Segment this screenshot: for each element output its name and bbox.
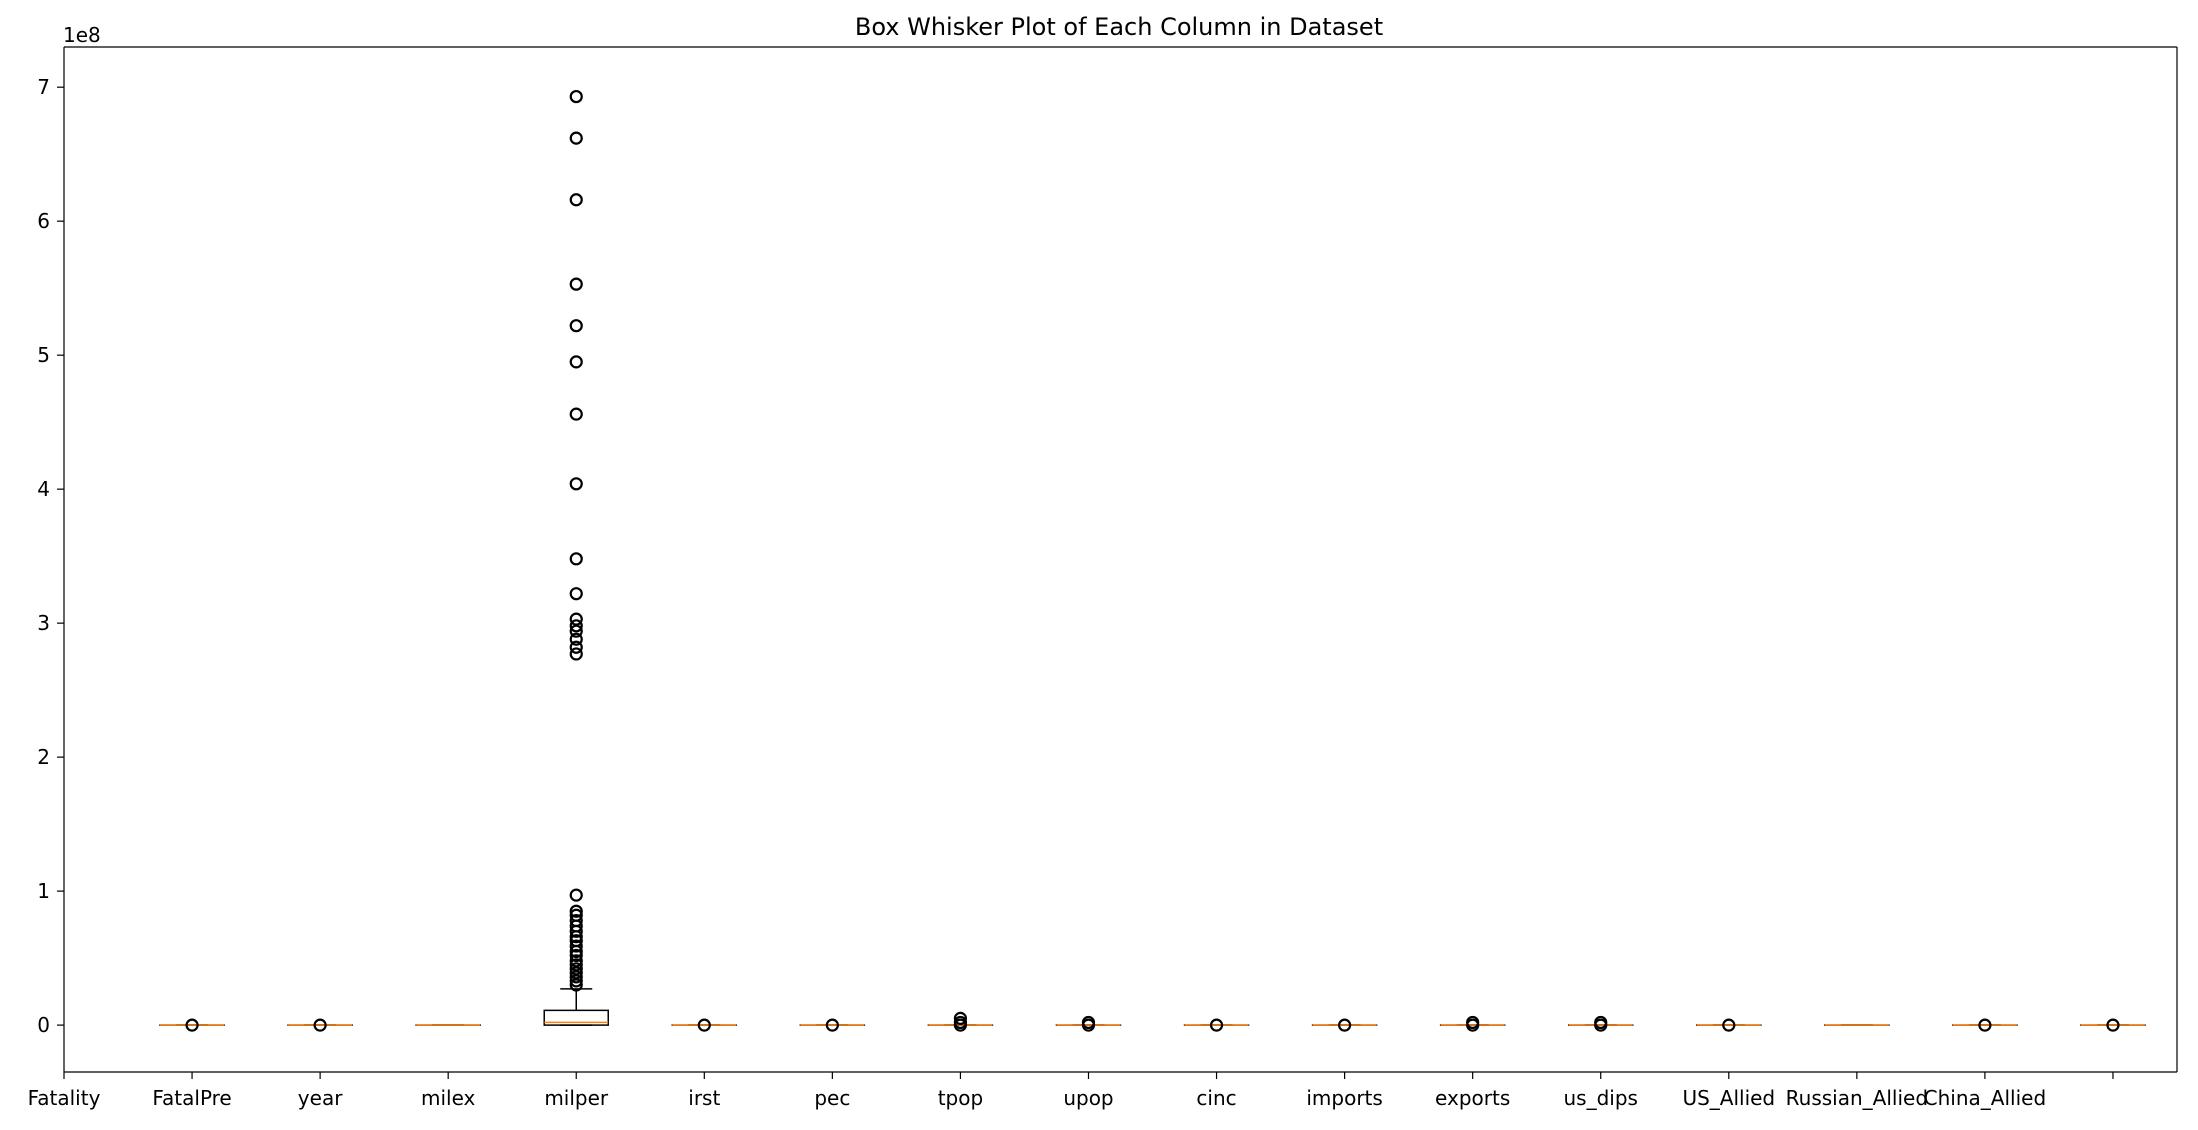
x-tick-label: Russian_Allied [1786,1086,1928,1110]
flier-point [825,1018,839,1032]
x-tick-label: milper [544,1086,609,1110]
x-tick-label: upop [1063,1086,1113,1110]
x-tick-label: irst [688,1086,720,1110]
flier-point [569,277,583,291]
box-group-us_allied [1696,1018,1762,1032]
x-tick-label: cinc [1196,1086,1236,1110]
box-group-tpop [927,1011,994,1032]
box-group-fatalpre [159,1018,225,1032]
flier-point [569,978,583,992]
flier-point [569,193,583,207]
box-group-cinc [1183,1018,1250,1032]
axes: 0 1 2 3 4 5 6 7 Fatality FatalPre year milex milper i… [28,46,2178,1110]
flier-point [1081,1015,1096,1030]
flier-point [569,974,583,988]
y-tick-label: 1 [37,879,50,903]
flier-point [569,407,583,421]
box-group-us_dips [1567,1015,1634,1032]
flier-point [569,624,583,638]
x-tick-label: us_dips [1563,1086,1637,1110]
flier-point [1978,1018,1992,1032]
flier-point [569,319,583,333]
chart-title: Box Whisker Plot of Each Column in Datas… [855,13,1383,41]
box-group-upop [1055,1015,1122,1032]
x-tick-label: milex [421,1086,476,1110]
y-tick-label: 4 [37,477,50,501]
y-tick-label: 0 [37,1013,50,1037]
y-axis-offset-label: 1e8 [63,23,101,47]
flier-point [1466,1015,1480,1030]
flier-point [697,1018,711,1032]
x-tick-label: China_Allied [1924,1086,2046,1110]
x-tick-label: exports [1435,1086,1510,1110]
y-tick-label: 7 [37,75,50,99]
y-tick-label: 5 [37,343,50,367]
flier-point [1209,1018,1224,1032]
flier-point [569,944,583,959]
flier-point [569,552,583,566]
flier-point [569,930,583,944]
flier-point [569,640,583,654]
flier-point [1338,1018,1352,1032]
box-group-irst [671,1018,738,1032]
x-tick-label: pec [814,1086,850,1110]
flier-point [569,948,583,963]
y-tick-label: 6 [37,209,50,233]
flier-point [569,355,583,369]
flier-point [569,619,583,633]
x-tick-label: year [298,1086,343,1110]
x-tick-label: imports [1306,1086,1382,1110]
flier-point [953,1015,968,1030]
flier-point [2106,1018,2120,1032]
flier-point [569,131,583,145]
flier-point [953,1011,968,1026]
box-group-pec [799,1018,866,1032]
flier-point [185,1018,199,1032]
flier-point [1722,1018,1736,1032]
x-tick-label: Fatality [28,1086,101,1110]
box-group-unnamed-15 [2080,1018,2146,1032]
flier-point [569,89,583,104]
y-tick-label: 2 [37,745,50,769]
flier-point [569,647,583,661]
flier-point [313,1018,327,1032]
box-group-china_allied [1952,1018,2018,1032]
flier-point [569,477,583,491]
y-tick-label: 3 [37,611,50,635]
flier-point [569,924,583,938]
flier-point [1594,1015,1608,1030]
flier-point [569,587,583,601]
box-group-exports [1439,1015,1506,1032]
flier-point [569,888,583,902]
x-tick-label: tpop [938,1086,983,1110]
box-group-year [287,1018,353,1032]
x-tick-label: FatalPre [152,1086,231,1110]
flier-point [569,939,583,953]
box-marks [159,89,2146,1032]
flier-point [569,904,583,918]
x-tick-label: US_Allied [1682,1086,1775,1110]
flier-point [569,632,583,646]
box-group-imports [1311,1018,1378,1032]
flier-point [569,970,583,984]
box-group-milper [543,89,609,1026]
